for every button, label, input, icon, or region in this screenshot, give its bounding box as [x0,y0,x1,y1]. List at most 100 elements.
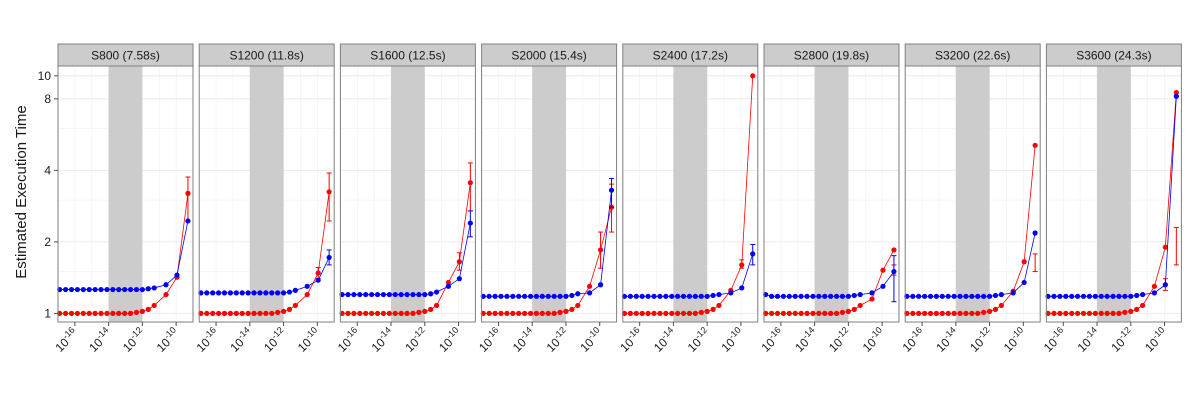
red-data-point [263,310,269,316]
blue-data-point [416,291,422,298]
x-tick-label: 10-12 [683,325,713,355]
blue-data-point [798,293,804,299]
blue-data-point [428,291,434,297]
blue-data-point [292,287,298,293]
x-tick-label: 10-16 [1039,325,1069,355]
blue-data-point [780,293,787,299]
red-data-point [104,310,110,316]
red-data-point [828,310,834,316]
blue-data-point [433,289,440,295]
x-tick-label: 10-12 [825,325,855,355]
red-data-point [945,310,951,316]
red-data-point [1104,310,1110,316]
red-data-point [963,310,969,316]
blue-data-point [786,293,792,299]
red-data-point [1092,310,1098,316]
red-data-point [110,310,116,316]
blue-data-point [680,293,687,299]
facet-title: S1600 (12.5s) [370,49,445,63]
red-data-point [1162,244,1168,250]
blue-data-point [315,277,321,283]
x-tick-label: 10-12 [542,325,572,355]
blue-data-point [1010,290,1016,296]
x-tick-label: 10-14 [226,325,256,355]
blue-data-point [851,292,857,299]
red-data-point [74,310,81,316]
blue-data-point [869,290,875,296]
blue-data-point [1098,293,1104,299]
red-data-point [657,310,663,316]
blue-data-point [857,291,863,298]
blue-data-point [410,291,416,298]
red-data-point [151,302,157,309]
red-data-point [639,310,645,316]
red-data-point [428,306,434,312]
blue-data-point [263,290,269,296]
blue-data-point [1075,293,1081,299]
red-data-point [651,310,657,316]
red-data-point [404,310,410,316]
red-data-point [774,310,781,316]
red-data-point [392,310,398,316]
red-data-point [492,310,498,316]
red-data-point [62,310,69,316]
blue-data-point [633,293,639,299]
blue-data-point [1139,291,1146,298]
red-data-point [357,310,363,316]
red-data-point [1151,283,1157,289]
blue-data-point [728,290,734,296]
blue-data-point [1092,293,1098,299]
red-data-point [145,306,151,312]
red-data-point [839,309,846,315]
x-tick-label: 10-16 [192,325,222,355]
red-data-point [792,310,798,316]
red-data-point [486,310,492,316]
red-data-point [98,310,104,316]
red-data-point [680,310,687,316]
blue-data-point [516,293,522,299]
blue-data-point [692,293,698,299]
blue-data-point [233,290,239,296]
x-tick-label: 10-10 [435,325,465,355]
blue-data-point [828,293,834,299]
x-tick-label: 10-10 [858,325,888,355]
red-data-point [504,310,510,316]
blue-data-point [139,286,145,293]
blue-data-point [251,290,257,296]
red-data-point [698,309,704,315]
red-data-point [563,308,569,314]
red-data-point [369,310,375,316]
red-data-point [133,309,140,315]
blue-data-point [369,291,375,298]
x-tick-label: 10-14 [508,325,538,355]
red-data-point [933,310,940,316]
red-data-point [1057,310,1063,316]
red-data-point [533,310,540,316]
red-data-point [445,279,451,286]
blue-data-point [792,293,798,299]
red-data-point [280,308,287,314]
red-data-point [910,310,916,316]
blue-data-point [1080,293,1087,299]
red-data-point [516,310,522,316]
red-data-point [92,310,98,316]
blue-data-point [569,292,575,299]
blue-data-point [1032,230,1038,236]
red-data-point [692,310,698,316]
red-data-point [245,310,251,316]
blue-data-point [239,290,245,296]
red-data-point [221,310,228,316]
blue-data-point [1122,293,1128,299]
blue-data-point [916,293,922,299]
red-data-point [675,310,681,316]
blue-data-point [227,290,234,296]
red-data-point [822,310,828,316]
red-data-point [86,310,92,316]
blue-data-point [221,290,228,296]
blue-data-point [957,293,963,299]
blue-data-point [145,286,151,292]
red-data-point [845,308,851,314]
red-data-point [569,306,575,312]
